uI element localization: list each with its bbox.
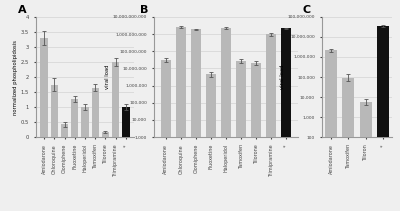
Text: B: B bbox=[140, 5, 148, 15]
Bar bbox=[82, 107, 88, 137]
Bar bbox=[191, 29, 201, 211]
Bar bbox=[61, 124, 68, 137]
Bar bbox=[206, 74, 216, 211]
Bar bbox=[236, 61, 246, 211]
Bar bbox=[221, 28, 231, 211]
Bar bbox=[71, 99, 78, 137]
Text: C: C bbox=[302, 5, 310, 15]
Y-axis label: normalized phospholipidosis: normalized phospholipidosis bbox=[13, 39, 18, 115]
Bar bbox=[281, 28, 292, 211]
Bar bbox=[92, 88, 99, 137]
Bar bbox=[40, 38, 48, 137]
Y-axis label: viral load: viral load bbox=[105, 65, 110, 89]
Y-axis label: viral load: viral load bbox=[280, 65, 285, 89]
Bar bbox=[360, 101, 372, 211]
Bar bbox=[342, 78, 354, 211]
Bar bbox=[112, 62, 119, 137]
Bar bbox=[122, 107, 130, 137]
Bar bbox=[251, 62, 261, 211]
Text: A: A bbox=[18, 5, 27, 15]
Bar bbox=[377, 26, 389, 211]
Bar bbox=[102, 132, 109, 137]
Bar bbox=[325, 50, 337, 211]
Bar bbox=[176, 27, 186, 211]
Bar bbox=[51, 85, 58, 137]
Bar bbox=[160, 60, 171, 211]
Bar bbox=[266, 34, 276, 211]
